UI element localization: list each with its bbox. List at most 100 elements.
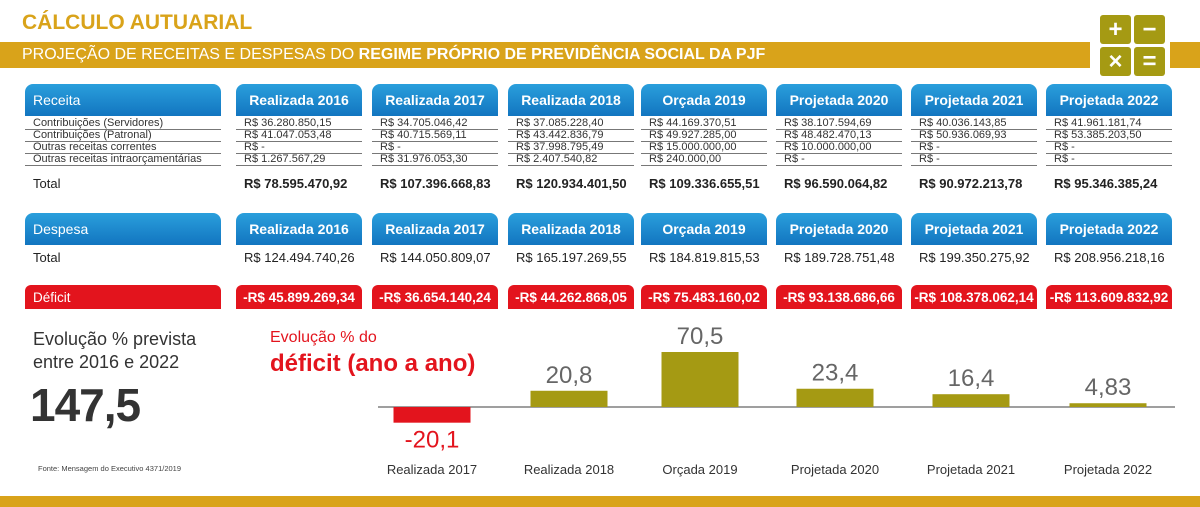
receita-cell: R$ 38.107.594,69 [784,117,872,129]
minus-icon: − [1134,15,1165,44]
row-divider [25,129,221,130]
deficit-chart-label-line1: Evolução % do [270,329,377,346]
receita-column-header: Realizada 2017 [372,84,498,116]
despesa-total-label: Total [33,250,61,265]
receita-header: Receita [25,84,221,116]
deficit-value: -R$ 36.654.140,24 [372,285,498,309]
row-divider [372,129,498,130]
receita-cell: R$ - [1054,141,1075,153]
row-divider [372,141,498,142]
receita-cell: R$ 50.936.069,93 [919,129,1007,141]
despesa-column-header: Orçada 2019 [641,213,767,245]
row-divider [236,129,362,130]
page-title: CÁLCULO AUTUARIAL [22,11,253,34]
row-divider [1046,129,1172,130]
row-divider [911,153,1037,154]
bar [932,394,1010,407]
receita-cell: R$ 53.385.203,50 [1054,129,1142,141]
evolution-value: 147,5 [30,379,141,431]
deficit-value: -R$ 75.483.160,02 [641,285,767,309]
bar [661,352,739,407]
row-divider [776,129,902,130]
receita-cell: R$ - [380,141,401,153]
receita-total-value: R$ 96.590.064,82 [784,176,888,191]
subtitle-plain: PROJEÇÃO DE RECEITAS E DESPESAS DO [22,46,359,63]
deficit-label: Déficit [25,285,221,309]
receita-total-value: R$ 95.346.385,24 [1054,176,1158,191]
receita-cell: R$ 44.169.370,51 [649,117,737,129]
receita-cell: R$ - [919,153,940,165]
receita-cell: R$ 34.705.046,42 [380,117,468,129]
times-icon: × [1100,47,1131,76]
category-label: Projetada 2021 [927,462,1015,477]
receita-cell: R$ 49.927.285,00 [649,129,737,141]
receita-cell: R$ - [919,141,940,153]
receita-cell: R$ 41.961.181,74 [1054,117,1142,129]
evolution-label-line2: entre 2016 e 2022 [33,352,180,372]
despesa-total-value: R$ 184.819.815,53 [649,250,760,265]
deficit-value: -R$ 93.138.686,66 [776,285,902,309]
row-divider [508,165,634,166]
row-divider [25,165,221,166]
bar [530,390,608,407]
subtitle: PROJEÇÃO DE RECEITAS E DESPESAS DO REGIM… [22,46,765,64]
row-divider [508,141,634,142]
evolution-label: Evolução % prevista entre 2016 e 2022 [33,328,196,374]
receita-cell: R$ 10.000.000,00 [784,141,872,153]
receita-cell: R$ 48.482.470,13 [784,129,872,141]
row-divider [1046,165,1172,166]
despesa-total-value: R$ 189.728.751,48 [784,250,895,265]
receita-cell: R$ 15.000.000,00 [649,141,737,153]
despesa-total-value: R$ 199.350.275,92 [919,250,1030,265]
receita-row-label: Outras receitas intraorçamentárias [33,153,202,165]
receita-row-label: Contribuições (Patronal) [33,129,152,141]
evolution-label-line1: Evolução % prevista [33,329,197,349]
receita-cell: R$ 43.442.836,79 [516,129,604,141]
receita-row-label: Contribuições (Servidores) [33,117,164,129]
receita-cell: R$ - [784,153,805,165]
deficit-value: -R$ 108.378.062,14 [911,285,1037,309]
row-divider [236,165,362,166]
data-label: 4,83 [1085,374,1132,401]
category-label: Projetada 2022 [1064,462,1152,477]
receita-cell: R$ 36.280.850,15 [244,117,332,129]
data-label: 16,4 [948,365,995,392]
receita-total-value: R$ 78.595.470,92 [244,176,348,191]
row-divider [25,153,221,154]
bar [393,407,471,423]
row-divider [1046,153,1172,154]
despesa-total-value: R$ 208.956.218,16 [1054,250,1165,265]
receita-total-value: R$ 120.934.401,50 [516,176,627,191]
calculator-icon: + − × = [1100,15,1166,77]
receita-column-header: Realizada 2016 [236,84,362,116]
row-divider [641,141,767,142]
deficit-chart-label-line2: déficit (ano a ano) [270,350,476,377]
row-divider [372,153,498,154]
receita-cell: R$ 37.085.228,40 [516,117,604,129]
despesa-column-header: Realizada 2018 [508,213,634,245]
deficit-value: -R$ 44.262.868,05 [508,285,634,309]
receita-total-value: R$ 109.336.655,51 [649,176,760,191]
receita-cell: R$ 240.000,00 [649,153,722,165]
row-divider [911,129,1037,130]
receita-total-value: R$ 107.396.668,83 [380,176,491,191]
receita-cell: R$ 31.976.053,30 [380,153,468,165]
category-label: Realizada 2017 [387,462,477,477]
row-divider [641,165,767,166]
receita-cell: R$ 2.407.540,82 [516,153,598,165]
despesa-column-header: Realizada 2016 [236,213,362,245]
data-label: 20,8 [546,362,593,389]
subtitle-bar [0,42,1090,68]
receita-column-header: Realizada 2018 [508,84,634,116]
category-label: Projetada 2020 [791,462,879,477]
data-label: 23,4 [812,360,859,387]
bottom-bar [0,496,1200,507]
despesa-total-value: R$ 165.197.269,55 [516,250,627,265]
category-label: Realizada 2018 [524,462,614,477]
despesa-column-header: Projetada 2020 [776,213,902,245]
despesa-header: Despesa [25,213,221,245]
row-divider [641,153,767,154]
receita-column-header: Projetada 2022 [1046,84,1172,116]
row-divider [508,129,634,130]
